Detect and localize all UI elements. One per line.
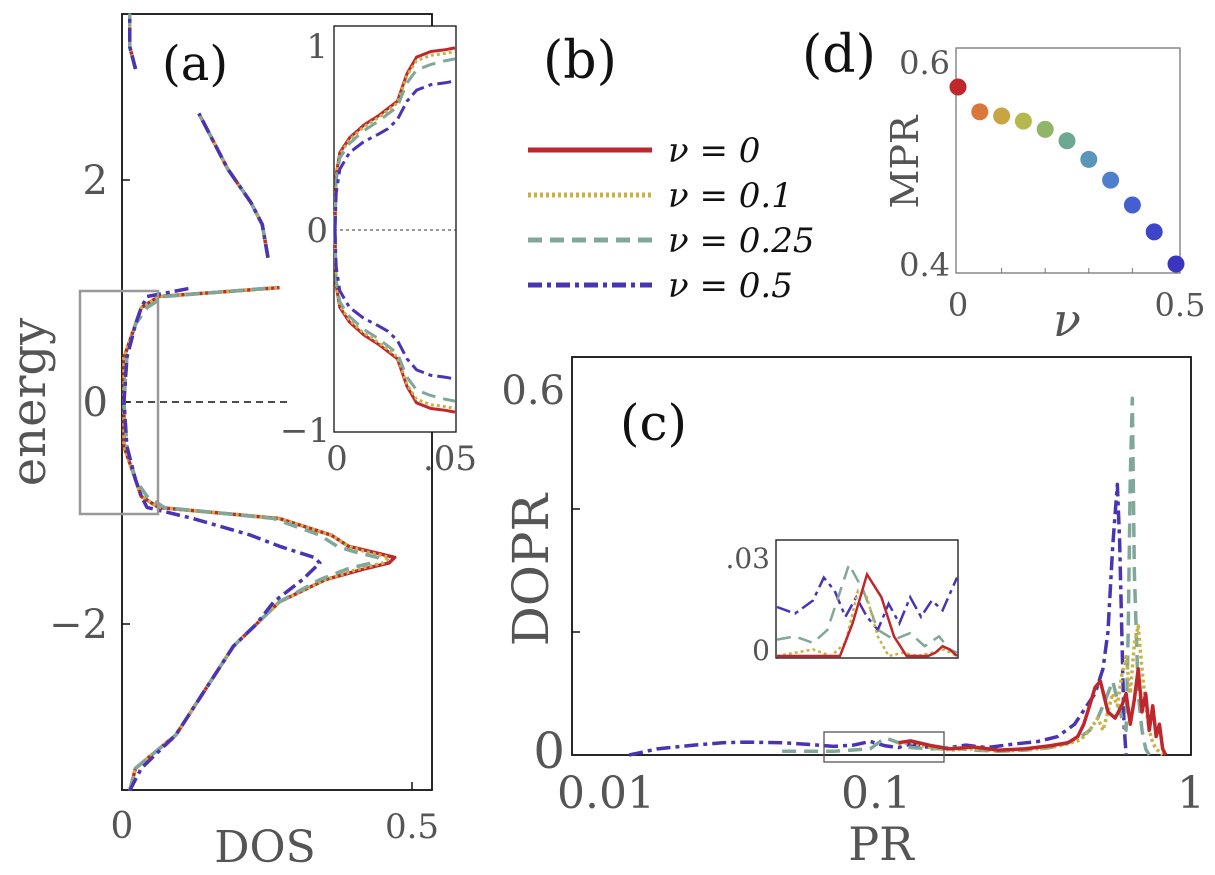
panel-a-xlabel: DOS <box>214 822 316 873</box>
panel-c-inset: .03 0 <box>725 539 959 667</box>
panel-c-series-line <box>628 482 1128 757</box>
panel-a-inset-ytick-2: −1 <box>280 411 330 451</box>
panel-a-ytick-2: −2 <box>49 602 108 648</box>
panel-d-point <box>1102 171 1120 189</box>
panel-a-xtick-0: 0 <box>111 806 134 847</box>
panel-c-xtick-1: 0.1 <box>841 768 911 819</box>
panel-c-label: (c) <box>620 394 687 452</box>
panel-c-series-line <box>898 667 1168 756</box>
panel-a-zoom-box <box>78 289 160 516</box>
panel-a-inset-xtick-0: 0 <box>326 439 348 479</box>
panel-d-xlabel: ν <box>1053 293 1081 347</box>
panel-c-series-line <box>782 396 1151 756</box>
panel-d: (d) 0.6 0.4 0 0.5 MPR ν <box>802 25 1205 347</box>
panel-d-label: (d) <box>802 25 876 85</box>
panel-d-ytick-1: 0.4 <box>899 246 950 284</box>
panel-a-series <box>122 13 397 792</box>
panel-a-inset-frame <box>333 25 457 433</box>
panel-d-point <box>1123 196 1141 214</box>
panel-a-inset-ytick-0: 1 <box>306 27 328 67</box>
panel-a-inset-series-line <box>333 229 456 414</box>
panel-a-inset-series-line <box>333 46 456 231</box>
panel-a-series-line <box>197 112 270 258</box>
panel-a-series-line <box>128 13 138 70</box>
panel-a-inset-series-line <box>333 229 456 381</box>
panel-c-ytick-1: 0.6 <box>501 368 565 414</box>
panel-c-frame <box>571 356 1192 756</box>
panel-d-point <box>1145 223 1163 241</box>
panel-c-xtick-0: 0.01 <box>557 768 655 819</box>
panel-a-inset-series <box>333 46 456 414</box>
panel-c-xtick-2: 1 <box>1177 768 1205 819</box>
panel-c-inset-ytick-1: 0 <box>752 634 770 667</box>
panel-c: (c) 0.6 0 0.01 0.1 1 PR DOPR .03 0 <box>501 356 1205 871</box>
panel-d-point <box>1036 120 1054 138</box>
panel-c-inset-series-line <box>777 571 958 658</box>
panel-a-inset-series-line <box>333 79 456 231</box>
panel-a-ytick-1: 0 <box>83 380 108 426</box>
panel-d-point <box>1167 255 1185 273</box>
panel-a-xtick-1: 0.5 <box>385 807 439 847</box>
legend-label: ν = 0.1 <box>668 176 793 216</box>
panel-d-point <box>1014 112 1032 130</box>
panel-d-point <box>949 78 967 96</box>
panel-d-point <box>971 103 989 121</box>
panel-d-xtick-1: 0.5 <box>1155 286 1206 324</box>
panel-d-point <box>1080 150 1098 168</box>
panel-a-label: (a) <box>162 36 228 92</box>
panel-a-series-line <box>122 285 322 792</box>
panel-a-ylabel: energy <box>1 318 57 487</box>
panel-c-ytick-0: 0 <box>533 722 565 780</box>
panel-a-inset-series-line <box>333 57 456 231</box>
panel-c-inset-series-line <box>776 561 958 654</box>
panel-a-inset-series-line <box>333 229 456 403</box>
panel-c-inset-ytick-0: .03 <box>725 542 770 575</box>
panel-d-frame <box>955 47 1181 274</box>
panel-b-legend: (b) ν = 0 ν = 0.1 ν = 0.25 ν = 0.5 <box>528 31 814 306</box>
panel-d-point <box>1058 132 1076 150</box>
panel-a-inset-series-line <box>333 50 456 231</box>
panel-a: (a) 0 0.5 2 0 −2 DOS energy 1 0 −1 0 .05 <box>1 13 477 873</box>
panel-c-ylabel: DOPR <box>502 492 560 646</box>
legend-label: ν = 0.25 <box>668 221 814 261</box>
panel-c-zoom-box <box>823 731 945 763</box>
panel-b-label: (b) <box>543 31 617 91</box>
panel-d-xtick-0: 0 <box>948 286 968 324</box>
panel-a-inset-series-line <box>333 229 456 410</box>
legend-label: ν = 0.5 <box>668 266 793 306</box>
panel-a-inset: 1 0 −1 0 .05 <box>280 25 477 479</box>
panel-d-point <box>993 107 1011 125</box>
legend-label: ν = 0 <box>668 131 760 171</box>
panel-d-ylabel: MPR <box>883 114 927 208</box>
panel-d-ytick-0: 0.6 <box>899 44 950 82</box>
panel-a-ytick-0: 2 <box>83 158 108 204</box>
panel-c-inset-series-line <box>776 575 959 633</box>
panel-a-series-line <box>197 112 270 258</box>
panel-c-xlabel: PR <box>848 817 915 871</box>
panel-a-inset-ytick-1: 0 <box>306 211 328 251</box>
panel-a-inset-xtick-1: .05 <box>423 439 477 479</box>
